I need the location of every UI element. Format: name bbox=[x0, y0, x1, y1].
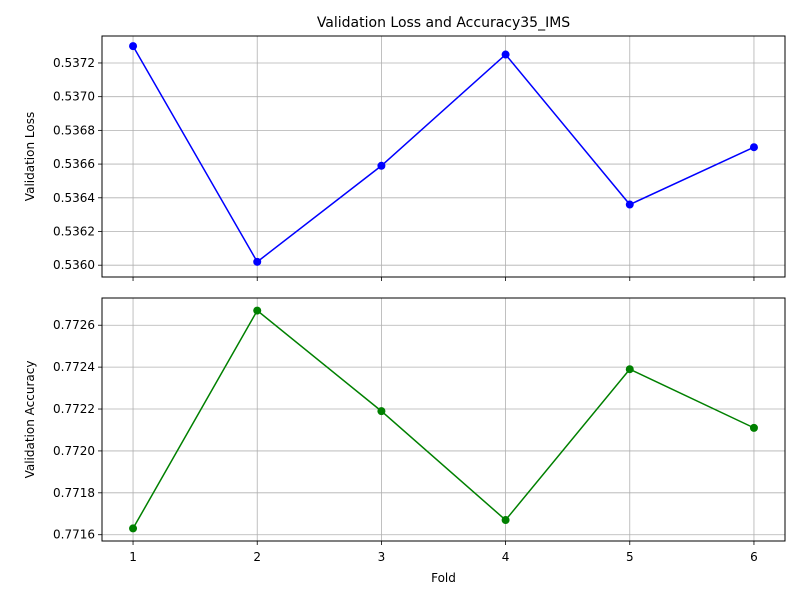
loss-y-tick-label: 0.5360 bbox=[53, 258, 95, 272]
accuracy-y-tick-label: 0.7716 bbox=[53, 528, 95, 542]
accuracy-data-point bbox=[501, 516, 510, 525]
accuracy-y-tick-label: 0.7724 bbox=[53, 360, 95, 374]
accuracy-axes-frame bbox=[101, 297, 786, 542]
x-tick-label: 6 bbox=[750, 550, 758, 564]
accuracy-y-tick-label: 0.7726 bbox=[53, 318, 95, 332]
loss-data-point bbox=[501, 50, 510, 59]
loss-grid bbox=[102, 36, 785, 277]
loss-y-tick-label: 0.5362 bbox=[53, 224, 95, 238]
accuracy-series bbox=[129, 306, 758, 533]
accuracy-data-point bbox=[253, 306, 262, 315]
loss-series bbox=[129, 42, 758, 266]
x-tick-label: 4 bbox=[502, 550, 510, 564]
accuracy-y-tick-label: 0.7722 bbox=[53, 402, 95, 416]
accuracy-data-point bbox=[377, 407, 386, 416]
loss-series-line bbox=[132, 45, 755, 263]
accuracy-grid bbox=[102, 298, 785, 541]
loss-data-point bbox=[129, 42, 138, 51]
chart-title: Validation Loss and Accuracy35_IMS bbox=[317, 15, 570, 31]
loss-y-tick-label: 0.5366 bbox=[53, 157, 95, 171]
x-tick-label: 1 bbox=[129, 550, 137, 564]
loss-y-tick-label: 0.5368 bbox=[53, 123, 95, 137]
loss-data-point bbox=[625, 200, 634, 209]
loss-data-point bbox=[253, 257, 262, 266]
accuracy-series-line bbox=[132, 309, 755, 529]
loss-data-point bbox=[749, 143, 758, 152]
accuracy-y-tick-label: 0.7718 bbox=[53, 486, 95, 500]
accuracy-data-point bbox=[129, 524, 138, 533]
loss-y-ticks: 0.5360 0.5362 0.5364 0.5366 0.5368 0.5370 0.53… bbox=[53, 56, 102, 272]
loss-y-tick-label: 0.5372 bbox=[53, 56, 95, 70]
accuracy-x-ticks: 1 2 3 4 5 6 bbox=[129, 541, 758, 564]
x-axis-label: Fold bbox=[431, 571, 456, 585]
x-tick-label: 5 bbox=[626, 550, 634, 564]
loss-y-axis-label: Validation Loss bbox=[23, 112, 37, 201]
accuracy-data-point bbox=[625, 365, 634, 374]
loss-axes-frame bbox=[101, 35, 786, 278]
accuracy-y-ticks: 0.7716 0.7718 0.7720 0.7722 0.7724 0.7726 bbox=[53, 318, 102, 542]
loss-y-tick-label: 0.5364 bbox=[53, 191, 95, 205]
x-tick-label: 3 bbox=[378, 550, 386, 564]
loss-x-ticks bbox=[132, 277, 755, 281]
loss-data-point bbox=[377, 161, 386, 170]
accuracy-subplot: 0.7716 0.7718 0.7720 0.7722 0.7724 0.7726 1 2 3… bbox=[23, 297, 786, 585]
accuracy-y-axis-label: Validation Accuracy bbox=[23, 361, 37, 479]
accuracy-data-point bbox=[749, 423, 758, 432]
accuracy-y-tick-label: 0.7720 bbox=[53, 444, 95, 458]
loss-y-tick-label: 0.5370 bbox=[53, 90, 95, 104]
loss-subplot: Validation Loss and Accuracy35_IMS 0.536… bbox=[23, 15, 786, 281]
x-tick-label: 2 bbox=[253, 550, 261, 564]
